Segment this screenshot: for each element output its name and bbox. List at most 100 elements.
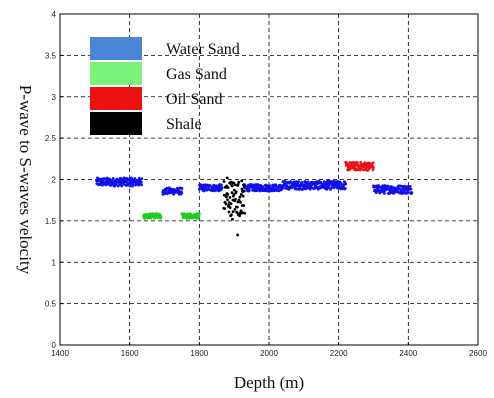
point-water-sand (375, 190, 379, 194)
data-points (95, 160, 414, 237)
y-tick-label: 0 (52, 341, 57, 350)
point-water-sand (382, 191, 386, 195)
point-shale (228, 196, 232, 199)
point-water-sand (247, 189, 251, 192)
x-axis-label: Depth (m) (234, 373, 304, 392)
point-oil-sand (366, 168, 370, 172)
point-shale (226, 198, 229, 202)
point-shale (227, 204, 231, 207)
point-water-sand (131, 184, 134, 188)
point-water-sand (406, 190, 410, 194)
point-water-sand (327, 186, 330, 190)
point-water-sand (137, 183, 141, 187)
point-shale (228, 206, 232, 210)
point-water-sand (268, 184, 272, 188)
y-tick-label: 3 (52, 93, 57, 102)
point-shale (224, 195, 228, 199)
point-shale (242, 185, 246, 189)
point-shale (237, 180, 241, 184)
legend-swatch-gas-sand (90, 62, 142, 85)
point-shale (236, 233, 240, 237)
point-oil-sand (371, 168, 375, 172)
point-shale (222, 180, 226, 183)
point-shale (226, 186, 230, 190)
x-tick-label: 2600 (469, 349, 487, 358)
point-shale (233, 183, 237, 187)
point-water-sand (297, 180, 301, 184)
point-water-sand (344, 182, 348, 186)
point-water-sand (114, 182, 118, 186)
y-tick-label: 1 (52, 258, 57, 267)
y-tick-label: 1.5 (45, 217, 57, 226)
y-tick-label: 2.5 (45, 134, 57, 143)
point-shale (235, 205, 239, 209)
point-oil-sand (359, 167, 363, 171)
point-gas-sand (197, 215, 201, 219)
point-water-sand (289, 180, 292, 183)
point-shale (242, 183, 245, 187)
x-tick-label: 1800 (190, 349, 208, 358)
point-shale (238, 214, 242, 218)
y-tick-label: 4 (52, 10, 57, 19)
point-oil-sand (361, 168, 365, 172)
legend: Water Sand Gas Sand Oil Sand Shale (90, 37, 240, 135)
point-gas-sand (159, 215, 163, 219)
grid-lines (60, 14, 478, 345)
y-tick-label: 3.5 (45, 51, 57, 60)
point-water-sand (386, 184, 390, 188)
point-water-sand (116, 184, 120, 188)
point-shale (229, 202, 233, 206)
point-water-sand (255, 189, 259, 193)
point-water-sand (410, 191, 414, 195)
point-water-sand (111, 176, 115, 180)
point-water-sand (306, 180, 310, 184)
point-water-sand (180, 187, 184, 190)
point-water-sand (294, 187, 298, 191)
point-water-sand (408, 184, 412, 188)
point-shale (225, 176, 229, 180)
point-shale (233, 207, 237, 211)
point-water-sand (261, 185, 265, 189)
x-tick-label: 1400 (51, 349, 69, 358)
point-gas-sand (197, 213, 201, 216)
point-shale (231, 217, 234, 221)
point-shale (224, 202, 228, 206)
point-water-sand (120, 184, 124, 188)
x-tick-label: 2200 (330, 349, 348, 358)
point-shale (230, 184, 234, 188)
point-water-sand (128, 182, 132, 185)
y-tick-label: 0.5 (45, 300, 57, 309)
point-water-sand (315, 185, 319, 189)
point-shale (230, 191, 234, 195)
point-shale (240, 187, 244, 191)
legend-label-gas-sand: Gas Sand (166, 66, 227, 83)
point-oil-sand (371, 161, 375, 165)
point-shale (235, 211, 239, 214)
point-shale (242, 189, 246, 193)
x-tick-label: 2000 (260, 349, 278, 358)
point-shale (242, 204, 246, 207)
point-water-sand (128, 184, 132, 188)
point-water-sand (110, 178, 114, 182)
x-tick-label: 2400 (399, 349, 417, 358)
y-axis-label: P-wave to S-waves velocity (16, 85, 35, 275)
point-shale (240, 179, 244, 183)
legend-label-oil-sand: Oil Sand (166, 91, 222, 108)
point-shale (227, 210, 231, 214)
point-water-sand (140, 177, 144, 181)
point-shale (243, 211, 247, 215)
legend-swatch-water-sand (90, 37, 142, 60)
legend-swatch-shale (90, 112, 142, 135)
point-water-sand (219, 183, 223, 187)
point-water-sand (131, 182, 135, 186)
point-water-sand (140, 183, 143, 187)
point-oil-sand (355, 161, 359, 165)
point-water-sand (343, 187, 347, 190)
legend-label-water-sand: Water Sand (166, 41, 240, 58)
point-shale (234, 190, 238, 194)
point-shale (239, 200, 242, 204)
point-shale (226, 193, 230, 196)
point-shale (234, 197, 237, 201)
